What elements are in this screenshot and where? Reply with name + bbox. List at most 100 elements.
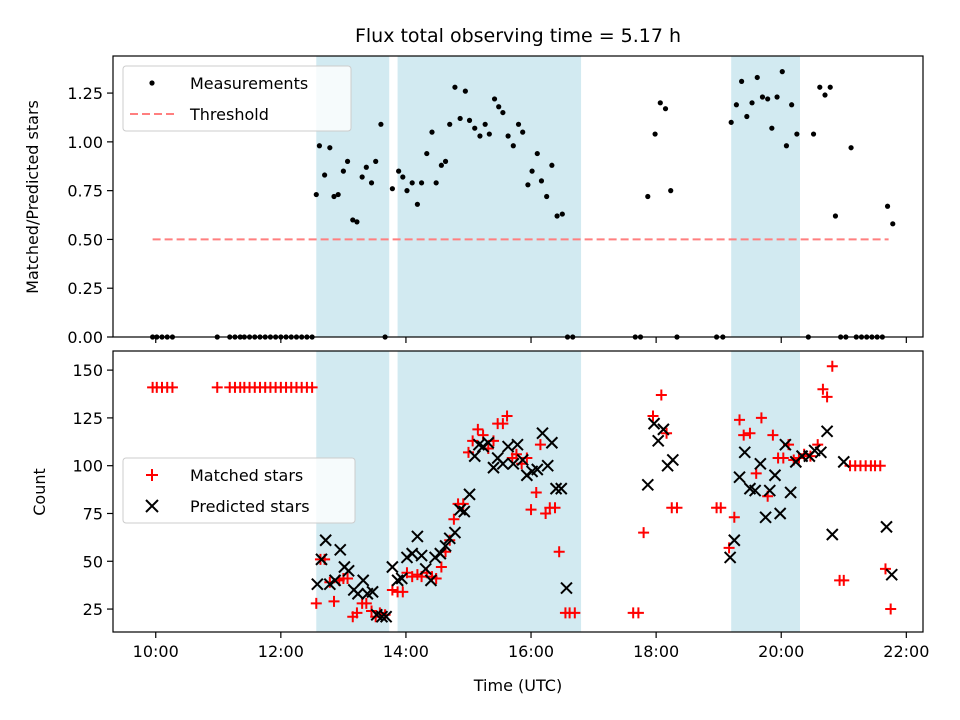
matched-star-point <box>386 584 398 596</box>
y-tick-label: 100 <box>72 457 103 476</box>
measurement-point <box>500 109 506 116</box>
measurement-point <box>316 143 323 149</box>
measurement-point <box>322 172 328 178</box>
matched-star-point <box>406 571 418 583</box>
measurement-point <box>645 193 651 200</box>
measurement-point <box>400 174 406 180</box>
predicted-star-point <box>759 511 772 524</box>
predicted-star-point <box>496 457 510 470</box>
measurement-point <box>505 133 511 139</box>
x-tick-label: 18:00 <box>633 642 679 661</box>
measurement-point <box>520 129 526 135</box>
x-tick-label: 10:00 <box>133 642 179 661</box>
matched-star-point <box>817 383 829 395</box>
predicted-star-point <box>733 470 746 484</box>
matched-stars-series <box>147 360 897 623</box>
matched-star-point <box>310 597 322 609</box>
predicted-star-point <box>748 484 762 497</box>
measurement-point <box>515 121 522 127</box>
predicted-star-point <box>395 572 408 585</box>
x-tick-label: 20:00 <box>758 642 804 661</box>
observing-interval-1 <box>397 56 582 337</box>
legend-threshold: Threshold <box>189 105 269 124</box>
measurement-point <box>657 100 663 106</box>
x-tick-label: 16:00 <box>508 642 554 661</box>
x-tick-label: 14:00 <box>383 642 429 661</box>
predicted-star-point <box>415 549 428 562</box>
measurement-point <box>482 121 488 127</box>
measurement-point <box>486 131 492 137</box>
measurement-point <box>769 125 775 131</box>
matched-star-point <box>874 460 886 472</box>
measurement-point <box>496 104 502 110</box>
matched-star-point <box>744 427 756 439</box>
legend-matched: Matched stars <box>190 466 303 485</box>
matched-star-point <box>638 527 650 539</box>
measurements-legend-marker <box>149 80 155 86</box>
predicted-star-point <box>541 459 554 472</box>
measurement-point <box>389 186 395 192</box>
top-y-ticks: 0.00 0.25 0.50 0.75 1.00 1.25 <box>67 84 113 347</box>
measurement-point <box>884 203 891 209</box>
predicted-star-point <box>545 436 559 449</box>
measurement-point <box>457 115 463 122</box>
measurement-point <box>554 213 560 219</box>
y-tick-label: 150 <box>72 361 103 380</box>
bottom-y-axis-label: Count <box>30 468 49 516</box>
matched-star-point <box>838 574 850 586</box>
measurement-point <box>331 193 337 200</box>
matched-star-point <box>525 504 537 516</box>
matched-star-point <box>540 507 552 519</box>
measurement-point <box>340 168 346 174</box>
measurement-point <box>414 201 421 207</box>
matched-star-point <box>397 586 409 598</box>
predicted-star-point <box>458 505 471 518</box>
measurement-point <box>848 145 854 151</box>
bottom-axes-frame <box>112 350 924 633</box>
measurement-point <box>529 168 535 174</box>
predicted-star-point <box>439 539 452 553</box>
measurement-point <box>477 133 483 139</box>
measurement-point <box>774 94 780 100</box>
predicted-star-point <box>880 520 893 534</box>
measurement-point <box>754 74 760 81</box>
predicted-star-point <box>386 560 399 574</box>
measurement-point <box>368 180 375 186</box>
observing-intervals-top <box>316 56 800 337</box>
measurement-point <box>662 106 669 112</box>
predicted-star-point <box>560 581 573 595</box>
predicted-star-point <box>531 463 544 476</box>
bottom-panel: 25 50 75 100 125 150 10:00 12:00 14:00 16:00 18:0… <box>30 350 929 695</box>
measurement-point <box>817 84 823 90</box>
measurement-point <box>749 100 755 106</box>
matched-star-point <box>821 391 833 403</box>
y-tick-label: 0.00 <box>67 328 103 347</box>
matched-star-point <box>777 452 789 464</box>
measurement-point <box>472 125 478 131</box>
predicted-star-point <box>820 425 834 438</box>
matched-star-point <box>755 412 767 424</box>
observing-interval-2 <box>731 56 800 337</box>
measurement-point <box>313 191 319 198</box>
measurement-point <box>510 143 516 149</box>
predicted-star-point <box>657 423 670 436</box>
y-tick-label: 0.25 <box>67 279 103 298</box>
matched-star-point <box>632 607 644 619</box>
measurement-point <box>668 188 674 194</box>
matched-legend-marker <box>146 469 158 481</box>
predicted-star-point <box>366 585 379 599</box>
matched-star-point <box>448 513 460 525</box>
predicted-star-point <box>501 440 515 453</box>
matched-star-point <box>501 410 513 422</box>
measurement-point <box>462 88 468 94</box>
predicted-star-point <box>885 568 898 581</box>
observing-interval-1 <box>397 351 582 632</box>
measurement-point <box>344 158 351 164</box>
measurement-point <box>396 168 402 174</box>
x-tick-label: 12:00 <box>258 642 304 661</box>
top-x-ticks <box>155 337 907 343</box>
measurement-point <box>744 113 750 120</box>
measurement-point <box>538 178 545 184</box>
predicted-star-point <box>342 564 355 578</box>
predicted-star-point <box>511 438 524 451</box>
